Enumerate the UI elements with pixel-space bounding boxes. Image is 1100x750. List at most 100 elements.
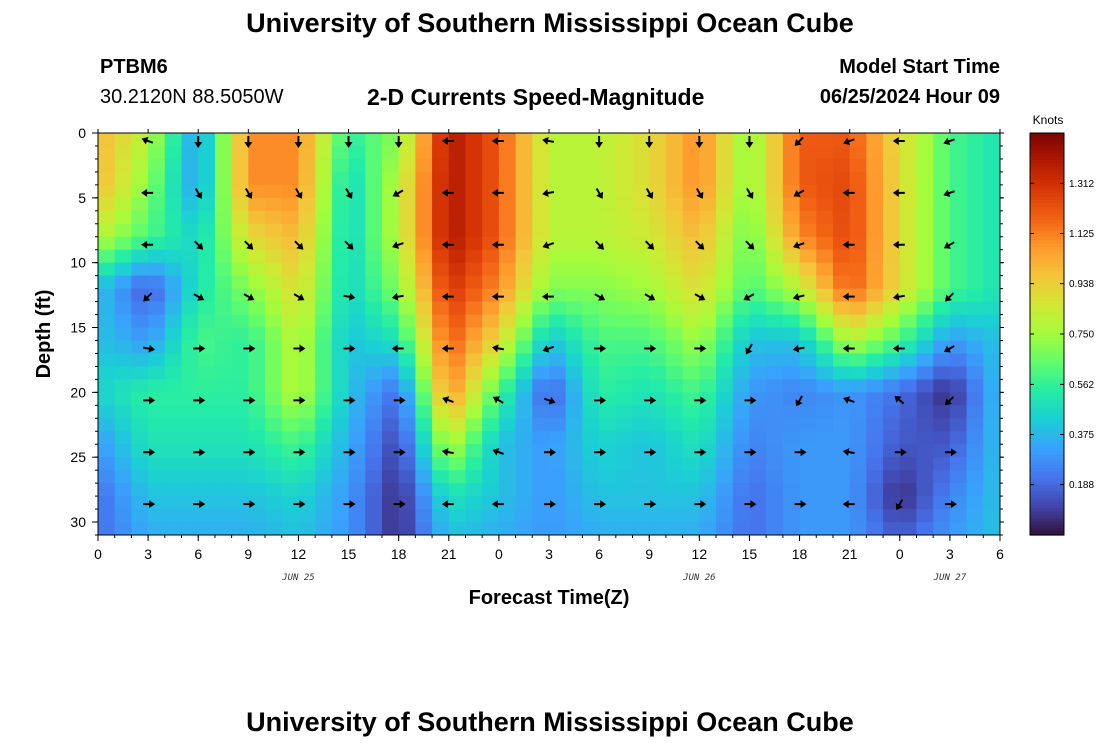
heatmap-cell <box>281 418 300 432</box>
heatmap-cell <box>398 133 416 147</box>
heatmap-cell <box>899 470 918 484</box>
heatmap-cell <box>582 418 600 432</box>
heatmap-cell <box>281 509 300 523</box>
heatmap-cell <box>465 145 483 160</box>
heatmap-cell <box>415 223 433 238</box>
vector-head <box>700 344 707 353</box>
current-vector <box>441 448 454 456</box>
colorbar-segment <box>1030 447 1064 452</box>
heatmap-cell <box>281 262 300 277</box>
heatmap-cell <box>265 379 283 393</box>
heatmap-cell <box>398 431 416 445</box>
heatmap-cell <box>448 444 467 458</box>
heatmap-cell <box>181 314 199 329</box>
heatmap-cell <box>465 158 483 173</box>
current-vector <box>944 448 957 457</box>
heatmap-cell <box>265 522 283 535</box>
heatmap-cell <box>98 158 116 173</box>
heatmap-cell <box>916 197 934 212</box>
heatmap-cell <box>799 327 817 342</box>
heatmap-cell <box>398 314 416 329</box>
current-vector <box>644 344 657 353</box>
heatmap-cell <box>849 509 867 523</box>
heatmap-cell <box>432 249 450 264</box>
heatmap-cell <box>916 340 934 355</box>
heatmap-cell <box>816 145 834 160</box>
vector-head <box>199 396 206 405</box>
heatmap-cell <box>114 444 133 458</box>
heatmap-cell <box>983 184 1000 199</box>
current-vector <box>793 189 805 197</box>
vector-head <box>842 344 849 353</box>
colorbar-segment <box>1030 437 1064 442</box>
heatmap-cell <box>114 470 133 484</box>
heatmap-cell <box>415 522 433 535</box>
colorbar-tick-label: 1.312 <box>1069 179 1094 190</box>
heatmap-cell <box>265 210 283 225</box>
heatmap-cell <box>665 145 684 160</box>
heatmap-cell <box>365 249 383 264</box>
heatmap-cell <box>582 223 600 238</box>
vector-head <box>943 189 951 197</box>
heatmap-cell <box>181 353 199 368</box>
heatmap-cell <box>565 223 584 238</box>
heatmap-cell <box>198 431 216 445</box>
vector-head <box>442 396 450 404</box>
heatmap-cell <box>766 184 784 199</box>
heatmap-cell <box>181 158 199 173</box>
heatmap-cell <box>933 262 951 277</box>
heatmap-cell <box>532 496 550 510</box>
heatmap-cell <box>181 249 199 264</box>
heatmap-cell <box>649 353 667 368</box>
heatmap-cell <box>331 314 350 329</box>
colorbar-segment <box>1030 149 1064 154</box>
heatmap-cell <box>599 340 617 355</box>
heatmap-cell <box>916 431 934 445</box>
heatmap-cell <box>866 158 884 173</box>
heatmap-cell <box>716 327 734 342</box>
heatmap-cell <box>832 470 851 484</box>
heatmap-cell <box>114 314 133 329</box>
current-vector <box>193 293 205 301</box>
vector-head <box>792 344 800 353</box>
heatmap-cell <box>181 444 199 458</box>
heatmap-cell <box>181 301 199 316</box>
heatmap-cell <box>265 392 283 406</box>
heatmap-cell <box>716 301 734 316</box>
heatmap-cell <box>482 405 500 419</box>
heatmap-cell <box>899 236 918 251</box>
heatmap-cell <box>381 158 400 173</box>
heatmap-cell <box>565 483 584 497</box>
heatmap-cell <box>549 379 567 393</box>
heatmap-cell <box>782 301 801 316</box>
heatmap-cell <box>432 483 450 497</box>
heatmap-cell <box>732 496 751 510</box>
colorbar-segment <box>1030 246 1064 251</box>
current-vectors <box>141 136 957 511</box>
heatmap-cell <box>281 210 300 225</box>
heatmap-cell <box>816 249 834 264</box>
heatmap-cell <box>432 314 450 329</box>
heatmap-cell <box>164 223 183 238</box>
heatmap-cell <box>248 223 266 238</box>
heatmap-cell <box>649 340 667 355</box>
heatmap-cell <box>231 301 249 316</box>
heatmap-cell <box>114 418 133 432</box>
vector-head <box>149 500 156 509</box>
vector-head <box>349 396 356 405</box>
heatmap-cell <box>131 483 149 497</box>
heatmap-cell <box>582 275 600 290</box>
heatmap-cell <box>348 431 366 445</box>
heatmap-cell <box>716 379 734 393</box>
heatmap-cell <box>164 418 183 432</box>
colorbar-segment <box>1030 210 1064 214</box>
heatmap-cell <box>432 444 450 458</box>
heatmap-cell <box>716 509 734 523</box>
heatmap-cell <box>782 496 801 510</box>
heatmap-cell <box>749 145 767 160</box>
colorbar-segment <box>1030 414 1064 419</box>
current-vector <box>943 345 955 353</box>
heatmap-cell <box>432 366 450 380</box>
heatmap-cell <box>148 522 166 535</box>
